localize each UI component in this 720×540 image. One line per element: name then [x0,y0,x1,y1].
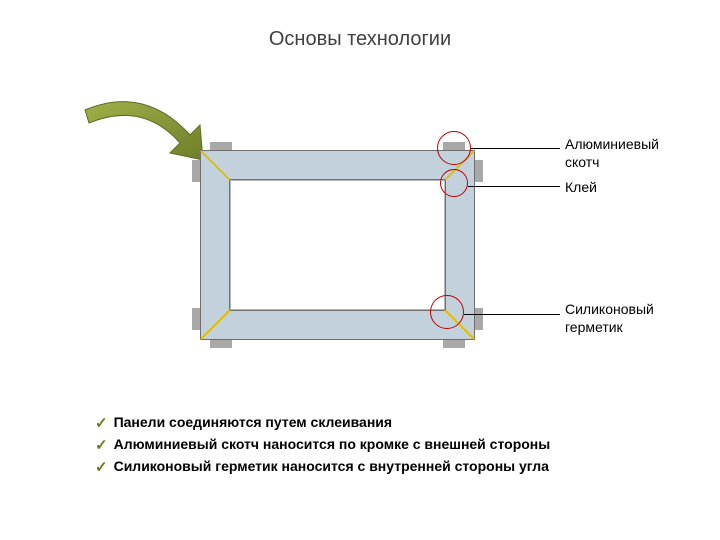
label-tape: Алюминиевый скотч [565,135,659,171]
page-title: Основы технологии [0,28,720,51]
connector-tab [475,308,483,330]
callout-circle-tape [437,131,471,165]
bullet-text: Панели соединяются путем склеивания [114,414,392,430]
bullet-item: ✓ Алюминиевый скотч наносится по кромке … [95,436,680,454]
connector-tab [475,160,483,182]
callout-circle-glue [440,169,468,197]
callout-line-tape [471,148,560,149]
label-sealant: Силиконовый герметик [565,300,654,336]
frame-diagram: Алюминиевый скотч Клей Силиконовый герме… [200,150,475,340]
bullet-list: ✓ Панели соединяются путем склеивания ✓ … [95,414,680,480]
callout-line-glue [468,186,560,187]
check-icon: ✓ [95,436,108,454]
panel-top [200,150,475,180]
bullet-text: Силиконовый герметик наносится с внутрен… [114,458,549,474]
label-glue: Клей [565,178,597,196]
panel-left [200,150,230,340]
connector-tab [443,340,465,348]
bullet-item: ✓ Силиконовый герметик наносится с внутр… [95,458,680,476]
connector-tab [210,142,232,150]
connector-tab [192,160,200,182]
check-icon: ✓ [95,414,108,432]
check-icon: ✓ [95,458,108,476]
callout-line-sealant [464,314,560,315]
bullet-text: Алюминиевый скотч наносится по кромке с … [114,436,551,452]
bullet-item: ✓ Панели соединяются путем склеивания [95,414,680,432]
connector-tab [192,308,200,330]
connector-tab [210,340,232,348]
callout-circle-sealant [430,295,464,329]
